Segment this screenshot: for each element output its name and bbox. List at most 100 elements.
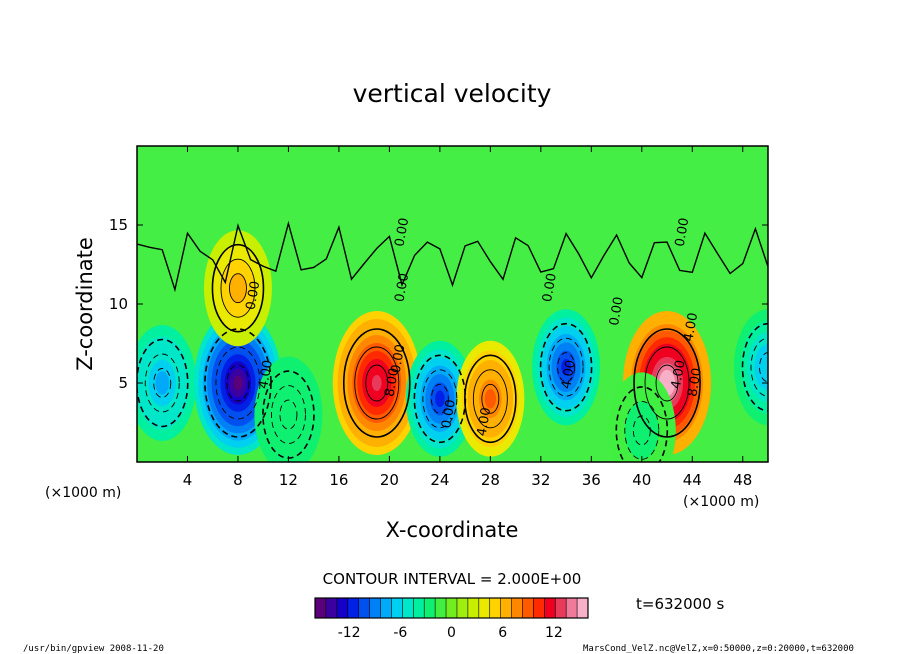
colorbar-swatch	[402, 598, 414, 618]
x-tick-label: 36	[582, 471, 601, 489]
x-tick-label: 24	[430, 471, 449, 489]
y-axis-label: Z-coordinate	[73, 237, 97, 371]
colorbar-swatch	[555, 598, 567, 618]
velocity-ring	[761, 355, 768, 379]
colorbar-swatch	[544, 598, 556, 618]
velocity-cell-6	[532, 309, 601, 426]
x-tick-label: 28	[481, 471, 500, 489]
x-axis-label: X-coordinate	[386, 518, 519, 542]
colorbar-swatch	[489, 598, 502, 618]
contour-line	[354, 346, 400, 420]
y-tick-label: 15	[109, 216, 128, 234]
colorbar-swatch	[533, 598, 545, 618]
plot-area: 0.004.000.000.000.008.000.00 4.000.004.00…	[136, 145, 769, 463]
contour-line	[137, 338, 189, 428]
chart-title: vertical velocity	[353, 79, 552, 108]
contour-labels: 0.004.000.000.000.008.000.00 4.000.004.00…	[244, 217, 705, 438]
x-tick-label: 32	[531, 471, 550, 489]
contour-label: 8.00	[685, 367, 705, 398]
colorbar-swatch	[511, 598, 523, 618]
contour-line	[422, 369, 458, 429]
contour-line	[481, 383, 500, 414]
colorbar-swatch	[369, 598, 382, 618]
colorbar-swatch	[413, 598, 425, 618]
x-tick-label: 40	[632, 471, 651, 489]
contour-line	[365, 364, 389, 402]
zero-contour	[137, 220, 768, 293]
velocity-ring	[624, 401, 659, 460]
x-unit-label-left: (×1000 m)	[45, 485, 121, 501]
x-tick-label: 44	[683, 471, 702, 489]
contour-line	[229, 273, 247, 304]
colorbar-swatch	[391, 598, 403, 618]
velocity-cell-5	[456, 340, 525, 457]
x-tick-label: 4	[183, 471, 193, 489]
velocity-ring	[561, 358, 571, 376]
contour-label: 4.00	[669, 359, 689, 390]
time-label: t=632000 s	[636, 595, 724, 613]
contour-line	[464, 354, 517, 444]
contour-line	[144, 353, 180, 413]
colorbar-swatch	[500, 598, 513, 618]
colorbar-swatch	[478, 598, 491, 618]
velocity-ring	[233, 375, 243, 391]
contour-interval-text: CONTOUR INTERVAL = 2.000E+00	[323, 570, 582, 588]
contour-label: 0.00	[389, 343, 409, 374]
contour-line	[472, 369, 508, 429]
contour-line	[644, 346, 690, 420]
colorbar-swatch	[358, 598, 371, 618]
contour-label: 4.00	[256, 359, 276, 390]
contour-label: 0.00	[540, 272, 560, 303]
colorbar-swatch	[325, 598, 338, 618]
colorbar	[314, 597, 589, 619]
colorbar-swatch	[467, 598, 480, 618]
colorbar-swatch	[315, 598, 327, 618]
colorbar-tick-label: 6	[498, 625, 507, 641]
velocity-field	[137, 230, 768, 462]
contour-lines	[137, 220, 768, 462]
contour-label: 0.00	[673, 217, 693, 248]
contour-line	[220, 258, 256, 318]
contour-line	[633, 328, 701, 438]
contour-line	[211, 243, 265, 333]
x-tick-label: 8	[233, 471, 243, 489]
colorbar-swatch	[380, 598, 392, 618]
footer-right: MarsCond_VelZ.nc@VelZ,x=0:50000,z=0:2000…	[583, 644, 854, 654]
contour-line	[615, 386, 669, 462]
contour-line	[226, 364, 250, 402]
contour-label: 4.00	[559, 359, 579, 390]
velocity-ring	[371, 375, 382, 391]
colorbar-tick-label: 0	[447, 625, 456, 641]
y-tick-label: 5	[118, 374, 128, 392]
velocity-ring	[484, 389, 497, 409]
contour-line	[153, 368, 172, 398]
colorbar-ticks: -12 -6 0 6 12	[338, 625, 563, 641]
velocity-ring	[155, 371, 170, 395]
colorbar-swatch	[336, 598, 349, 618]
x-unit-label-right: (×1000 m)	[683, 494, 759, 510]
contour-line	[215, 346, 261, 420]
colorbar-swatch	[522, 598, 534, 618]
colorbar-swatch	[446, 598, 458, 618]
x-tick-label: 16	[329, 471, 348, 489]
velocity-ring	[435, 390, 445, 408]
y-axis-ticks: 5 10 15	[109, 216, 768, 392]
velocity-cell-2	[203, 230, 272, 347]
contour-line	[430, 383, 449, 414]
contour-line	[655, 364, 679, 402]
y-tick-label: 10	[109, 295, 128, 313]
colorbar-tick-label: -12	[338, 625, 361, 641]
contour-label: 4.00	[681, 312, 701, 343]
contour-label: 0.00	[439, 398, 459, 429]
contour-label: 8.00	[382, 367, 402, 398]
contour-line	[557, 352, 576, 383]
x-tick-label: 48	[733, 471, 752, 489]
x-tick-label: 20	[380, 471, 399, 489]
colorbar-swatch	[435, 598, 447, 618]
contour-line	[539, 322, 593, 412]
colorbar-tick-label: 12	[545, 625, 563, 641]
colorbar-swatch	[424, 598, 436, 618]
colorbar-swatch	[456, 598, 469, 618]
colorbar-swatch	[577, 598, 589, 618]
